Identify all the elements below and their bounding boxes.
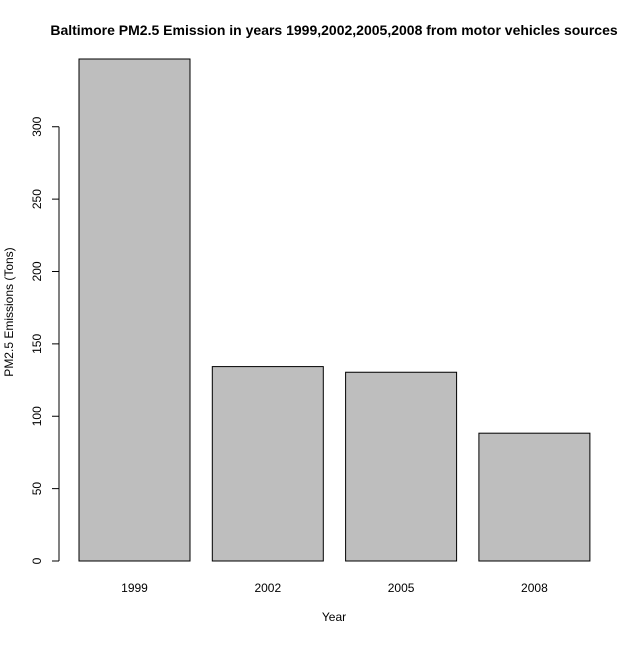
- y-tick-label-300: 300: [30, 116, 44, 136]
- y-tick-label-0: 0: [30, 557, 44, 564]
- y-axis-label: PM2.5 Emissions (Tons): [2, 247, 16, 376]
- y-tick-label-200: 200: [30, 261, 44, 281]
- x-tick-label-2008: 2008: [521, 581, 548, 595]
- x-axis-label: Year: [322, 610, 346, 624]
- bars: [78, 58, 591, 562]
- bar-1999: [78, 58, 191, 562]
- x-tick-label-2005: 2005: [388, 581, 415, 595]
- y-tick-label-250: 250: [30, 189, 44, 209]
- y-tick-label-50: 50: [30, 482, 44, 496]
- y-tick-label-100: 100: [30, 406, 44, 426]
- y-axis: 0 50 100 150 200 250 300: [30, 116, 60, 564]
- x-tick-label-2002: 2002: [254, 581, 281, 595]
- x-tick-labels: 1999 2002 2005 2008: [121, 581, 548, 595]
- chart-title: Baltimore PM2.5 Emission in years 1999,2…: [50, 22, 618, 38]
- y-tick-label-150: 150: [30, 334, 44, 354]
- bar-2005: [345, 371, 458, 562]
- bar-2008: [478, 432, 591, 562]
- bar-2002: [211, 366, 324, 562]
- x-tick-label-1999: 1999: [121, 581, 148, 595]
